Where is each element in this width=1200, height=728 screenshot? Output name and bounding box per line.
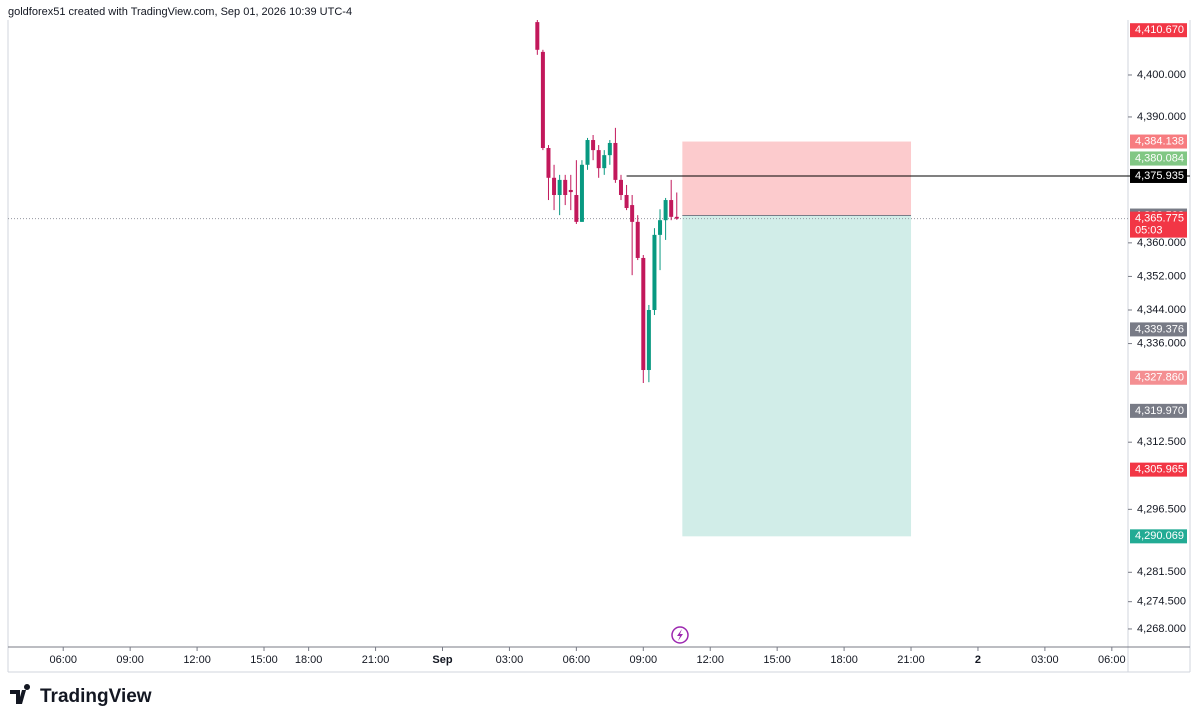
header: goldforex51 created with TradingView.com…: [8, 6, 352, 18]
x-tick-label: 12:00: [183, 654, 211, 666]
x-tick-label: 18:00: [295, 654, 323, 666]
price-badge: [1130, 23, 1187, 38]
price-badge: [1130, 151, 1187, 166]
y-tick-label: 4,336.000: [1137, 337, 1186, 349]
x-tick-label: 21:00: [362, 654, 390, 666]
candle-body: [624, 195, 629, 209]
candle-body: [579, 164, 584, 222]
x-tick-label: 15:00: [763, 654, 791, 666]
candle-body: [568, 189, 573, 193]
y-tick-label: 4,268.000: [1137, 623, 1186, 635]
x-tick-label: 09:00: [630, 654, 658, 666]
x-tick-label: 06:00: [1098, 654, 1126, 666]
candle-body: [563, 179, 568, 196]
x-tick-label: 09:00: [116, 654, 144, 666]
candle-body: [552, 177, 557, 196]
candle-body: [635, 221, 640, 258]
candle-body: [540, 51, 545, 149]
price-badge-label: 4,410.670: [1135, 24, 1184, 36]
x-tick-label: 21:00: [897, 654, 925, 666]
candle-body: [663, 200, 668, 221]
candle-body: [535, 22, 540, 50]
candle-body: [658, 220, 663, 235]
x-tick-label: 03:00: [1031, 654, 1059, 666]
y-tick-label: 4,390.000: [1137, 111, 1186, 123]
candle-body: [646, 309, 651, 371]
price-badge-label: 4,290.069: [1135, 530, 1184, 542]
x-tick-label: Sep: [432, 654, 452, 666]
y-tick-label: 4,274.500: [1137, 596, 1186, 608]
price-badge-label: 4,339.376: [1135, 323, 1184, 335]
candle-body: [596, 150, 601, 169]
y-tick-label: 4,296.500: [1137, 503, 1186, 515]
price-badge: [1130, 322, 1187, 337]
candle-body: [669, 200, 674, 217]
candle-body: [618, 179, 623, 196]
y-tick-label: 4,281.500: [1137, 566, 1186, 578]
logo: TradingView: [10, 683, 152, 707]
y-tick-label: 4,360.000: [1137, 237, 1186, 249]
candle-body: [591, 140, 596, 151]
price-badge: [1130, 168, 1187, 183]
price-badge-label: 4,384.138: [1135, 135, 1184, 147]
candle-body: [630, 205, 635, 222]
x-tick-label: 15:00: [250, 654, 278, 666]
y-tick-label: 4,352.000: [1137, 270, 1186, 282]
candle-body: [574, 195, 579, 222]
y-tick-label: 4,344.000: [1137, 304, 1186, 316]
x-tick-label: 2: [975, 654, 981, 666]
candle-body: [557, 179, 562, 196]
price-badge: [1130, 211, 1187, 238]
lightning-icon[interactable]: [671, 626, 689, 644]
brand: TradingView: [40, 686, 152, 707]
candle-body: [602, 155, 607, 169]
price-badge-label: 4,375.935: [1135, 170, 1184, 182]
y-tick-label: 4,400.000: [1137, 69, 1186, 81]
candle-body: [546, 148, 551, 178]
price-badge: [1130, 462, 1187, 477]
target-zone: [682, 215, 912, 537]
price-badge-label: 4,327.860: [1135, 372, 1184, 384]
candle-body: [652, 234, 657, 310]
price-badge-label: 4,319.970: [1135, 405, 1184, 417]
x-tick-label: 03:00: [496, 654, 524, 666]
stop-zone: [682, 141, 912, 216]
candle-body: [613, 142, 618, 180]
candle-body: [641, 257, 646, 371]
candle-body: [607, 142, 612, 156]
price-badge: [1130, 403, 1187, 418]
x-tick-label: 18:00: [830, 654, 858, 666]
price-badge-label: 4,365.775: [1135, 213, 1184, 225]
price-badge-label: 4,380.084: [1135, 152, 1184, 164]
price-badge: [1130, 529, 1187, 544]
x-tick-label: 06:00: [563, 654, 591, 666]
y-tick-label: 4,312.500: [1137, 436, 1186, 448]
x-tick-label: 06:00: [49, 654, 77, 666]
countdown: 05:03: [1135, 225, 1163, 237]
candle-body: [585, 140, 590, 165]
price-badge: [1130, 370, 1187, 385]
price-badge-label: 4,305.965: [1135, 464, 1184, 476]
candle-body: [674, 216, 679, 219]
price-badge: [1130, 134, 1187, 149]
x-tick-label: 12:00: [696, 654, 724, 666]
